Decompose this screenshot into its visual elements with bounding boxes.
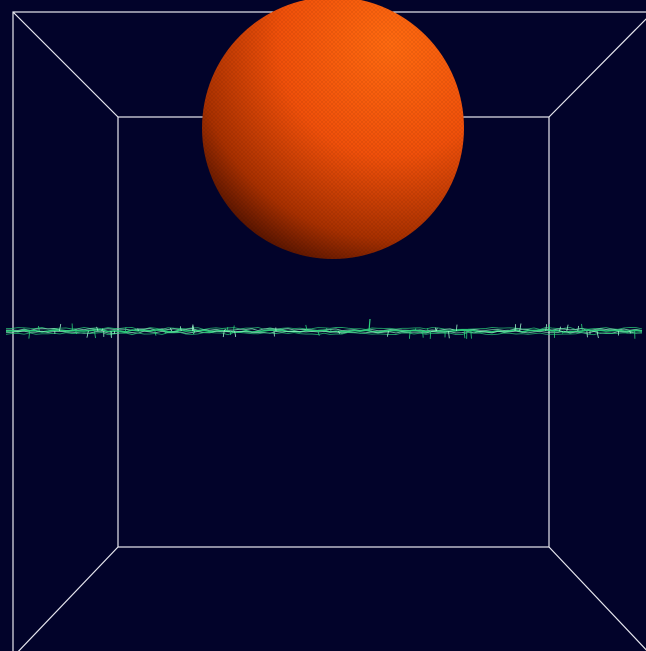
strand-spike [169, 327, 173, 332]
strand-spike [28, 330, 30, 339]
strand-spike [566, 324, 569, 332]
strand-spike [223, 328, 226, 332]
strand-spike [38, 325, 40, 332]
strand-band-line [5, 326, 643, 330]
strand-spike [519, 323, 522, 332]
strand-spike [409, 330, 411, 339]
strand-spike [137, 328, 139, 332]
orange-sphere[interactable] [202, 0, 464, 259]
strand-spike [317, 330, 320, 336]
strand-spike [577, 325, 579, 332]
strand-spike [113, 330, 116, 335]
strand-spike [427, 328, 429, 332]
strand-spike [436, 327, 438, 332]
strand-spike [192, 324, 195, 332]
wireframe-edge-bottom-right [548, 546, 646, 651]
strand-spike [233, 325, 235, 332]
strand-spike [75, 330, 77, 335]
strand-spike [562, 330, 565, 334]
wireframe-edge-bottom-left [17, 546, 119, 651]
strand-spike [101, 328, 104, 332]
strand-spike [164, 330, 167, 334]
strand-spike [435, 327, 437, 332]
strand-spike [125, 327, 127, 332]
strand-spike [154, 330, 157, 336]
strand-spike [596, 330, 599, 339]
strand-spike [586, 330, 588, 338]
strand-spike [338, 330, 340, 334]
strand-spike [325, 327, 328, 332]
strand-spike [470, 330, 472, 339]
strand-spike [86, 330, 89, 338]
strand-spike [422, 330, 424, 338]
strand-spike [456, 324, 458, 332]
strand-spike [59, 323, 62, 332]
strand-spike [545, 324, 547, 332]
strand-spike [629, 330, 631, 334]
strand-spike [192, 330, 195, 334]
strand-spike [96, 326, 99, 332]
strand-spike [226, 326, 229, 332]
strand-spike [581, 323, 583, 332]
wireframe-edge-top-left [12, 11, 119, 118]
wireframe-edge-top-right [548, 18, 646, 118]
strand-spike [514, 324, 516, 332]
strand-spike [179, 328, 181, 332]
strand-spike [222, 330, 225, 338]
strand-band-line [5, 330, 643, 334]
strand-band-line [5, 332, 643, 336]
green-bilayer-strand[interactable] [5, 318, 643, 339]
strand-spike [368, 318, 371, 332]
strand-spike [448, 330, 450, 339]
strand-spike [234, 330, 237, 337]
strand-spike [94, 330, 96, 339]
strand-spike [387, 330, 389, 337]
strand-spike [110, 330, 112, 338]
strand-spike [305, 324, 308, 332]
strand-spike [179, 326, 182, 332]
strand-spike [559, 326, 561, 332]
strand-spike [463, 330, 466, 339]
